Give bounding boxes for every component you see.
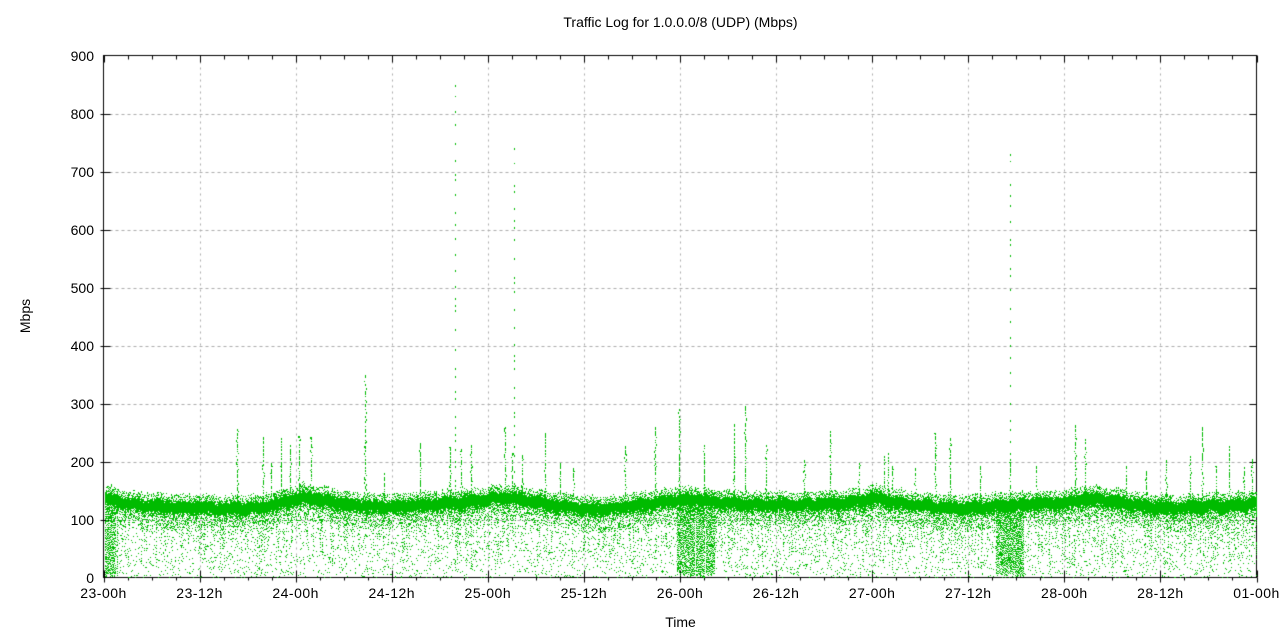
x-tick-label: 28-12h — [1137, 585, 1184, 601]
x-tick-label: 23-12h — [176, 585, 223, 601]
x-tick-label: 25-12h — [560, 585, 608, 601]
x-tick-label: 25-00h — [464, 585, 512, 601]
y-tick-label: 900 — [70, 47, 94, 64]
x-tick-label: 26-00h — [656, 585, 704, 601]
y-tick-label: 0 — [86, 569, 94, 586]
x-tick-label: 28-00h — [1041, 585, 1088, 601]
y-tick-label: 300 — [70, 395, 94, 412]
y-tick-label: 100 — [70, 511, 94, 528]
y-axis-label: Mbps — [17, 298, 33, 334]
y-tick-label: 200 — [70, 453, 94, 470]
x-tick-label: 24-00h — [272, 585, 319, 601]
x-tick-label: 26-12h — [752, 585, 800, 601]
y-tick-label: 400 — [70, 337, 94, 354]
x-axis-label: Time — [665, 614, 696, 630]
y-tick-label: 700 — [70, 163, 94, 180]
y-tick-label: 800 — [70, 105, 94, 122]
x-tick-label: 27-00h — [848, 585, 896, 601]
x-tick-label: 27-12h — [944, 585, 992, 601]
x-tick-label: 23-00h — [80, 585, 127, 601]
x-tick-label: 24-12h — [368, 585, 416, 601]
y-tick-label: 500 — [70, 279, 94, 296]
chart-title: Traffic Log for 1.0.0.0/8 (UDP) (Mbps) — [563, 14, 798, 30]
y-tick-label: 600 — [70, 221, 94, 238]
x-tick-label: 01-00h — [1233, 585, 1280, 601]
